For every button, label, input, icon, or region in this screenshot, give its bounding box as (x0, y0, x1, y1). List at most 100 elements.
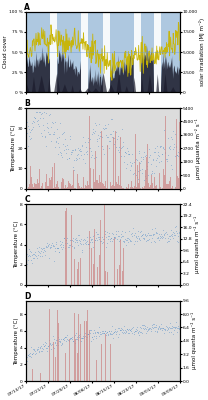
Bar (168, 184, 169, 189)
Point (65, 156, 69, 163)
Bar (102, 183, 103, 189)
Point (112, 236, 115, 242)
Point (116, 228, 119, 234)
Point (168, 325, 171, 331)
Polygon shape (50, 12, 57, 92)
Point (136, 175, 139, 182)
Point (176, 238, 179, 244)
Point (85, 237, 88, 244)
Point (163, 230, 167, 236)
Bar (55, 357, 56, 381)
Point (134, 156, 138, 163)
Point (104, 332, 108, 338)
Point (77, 145, 80, 152)
Point (145, 238, 148, 244)
Point (111, 128, 115, 134)
Bar (147, 144, 148, 189)
Point (145, 152, 148, 158)
Point (121, 327, 124, 333)
Point (85, 150, 88, 157)
Point (128, 325, 131, 332)
Bar (145, 170, 146, 189)
Point (134, 234, 137, 240)
Point (131, 324, 135, 330)
Point (153, 144, 156, 151)
Point (25, 130, 28, 136)
Point (90, 334, 94, 340)
Point (71, 164, 74, 170)
Point (63, 334, 67, 340)
Point (178, 236, 182, 242)
Point (74, 235, 77, 242)
Point (39, 245, 42, 251)
Point (70, 334, 73, 340)
Bar (62, 178, 63, 189)
Point (133, 238, 136, 244)
Point (65, 145, 68, 152)
Point (128, 327, 131, 333)
Point (167, 328, 171, 335)
Point (142, 231, 145, 238)
Point (124, 327, 127, 334)
Point (116, 325, 120, 331)
Point (73, 146, 76, 153)
Point (147, 154, 151, 160)
Point (72, 244, 75, 250)
Point (115, 236, 119, 242)
Point (65, 240, 69, 247)
Point (156, 234, 159, 240)
Bar (61, 182, 62, 189)
Point (33, 252, 37, 258)
Point (85, 334, 88, 340)
Point (66, 235, 69, 242)
Bar (84, 321, 85, 381)
Bar (141, 137, 142, 189)
Point (116, 334, 119, 340)
Point (91, 244, 94, 250)
Point (37, 349, 40, 356)
Point (143, 235, 146, 241)
Point (115, 328, 119, 334)
Point (29, 135, 32, 142)
Point (170, 325, 173, 332)
Point (142, 154, 145, 160)
Point (102, 150, 105, 157)
Point (155, 143, 158, 149)
Bar (63, 178, 64, 189)
Bar (49, 178, 50, 189)
Point (135, 327, 139, 334)
Point (118, 327, 121, 334)
Point (50, 341, 54, 348)
Bar (89, 231, 90, 285)
Point (163, 326, 166, 332)
Bar (42, 183, 43, 189)
Bar (118, 176, 119, 189)
Point (106, 332, 110, 338)
Point (140, 158, 143, 164)
Bar (85, 185, 86, 189)
Point (137, 148, 140, 154)
Point (159, 234, 162, 240)
Point (43, 134, 46, 140)
Point (120, 326, 123, 333)
Bar (91, 270, 92, 285)
Point (129, 327, 132, 334)
Point (81, 241, 85, 247)
Bar (78, 262, 79, 285)
Point (43, 342, 46, 348)
Point (146, 230, 150, 236)
Point (58, 338, 61, 344)
Point (119, 234, 122, 240)
Point (151, 232, 154, 238)
Point (29, 249, 32, 256)
Point (56, 244, 59, 251)
Point (41, 121, 44, 128)
Point (72, 147, 75, 153)
Point (162, 325, 165, 331)
Bar (177, 176, 178, 189)
Point (131, 229, 134, 236)
Point (152, 324, 155, 330)
Point (25, 353, 28, 360)
Bar (148, 183, 149, 189)
Bar (88, 185, 89, 189)
